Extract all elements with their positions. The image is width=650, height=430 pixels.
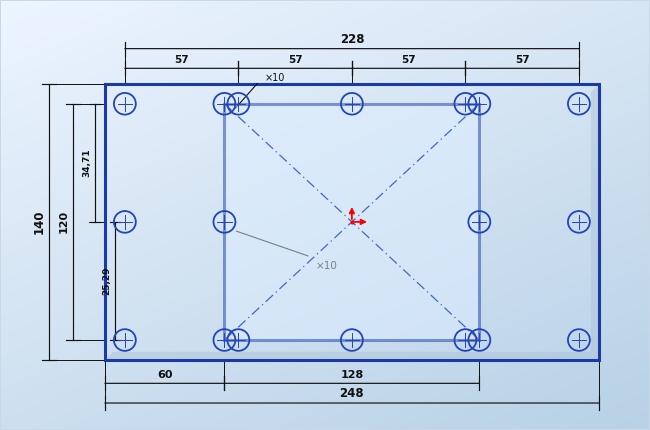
Text: ×10: ×10 bbox=[316, 261, 338, 271]
Text: 140: 140 bbox=[32, 210, 46, 234]
Text: ×10: ×10 bbox=[265, 73, 285, 83]
Text: 57: 57 bbox=[515, 55, 530, 65]
Text: 248: 248 bbox=[339, 387, 364, 400]
Bar bbox=[105, 84, 599, 360]
Text: 57: 57 bbox=[288, 55, 302, 65]
Text: 57: 57 bbox=[401, 55, 416, 65]
Bar bbox=[224, 104, 479, 340]
Text: 228: 228 bbox=[340, 33, 364, 46]
Polygon shape bbox=[591, 84, 599, 360]
Text: 25,29: 25,29 bbox=[102, 267, 111, 295]
Text: 120: 120 bbox=[59, 210, 69, 233]
Text: 128: 128 bbox=[340, 370, 363, 381]
Text: 57: 57 bbox=[174, 55, 189, 65]
Polygon shape bbox=[105, 352, 599, 360]
Text: 34,71: 34,71 bbox=[82, 148, 91, 177]
Text: 60: 60 bbox=[157, 370, 172, 381]
